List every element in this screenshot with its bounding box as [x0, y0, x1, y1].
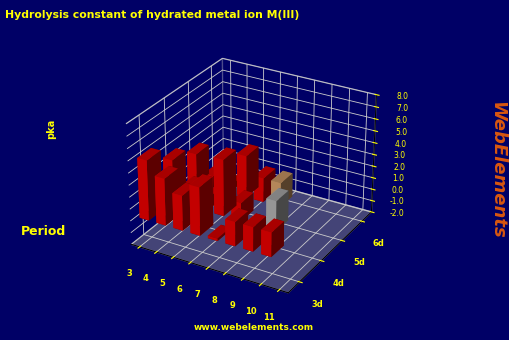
- Text: Period: Period: [20, 225, 66, 238]
- Text: Hydrolysis constant of hydrated metal ion M(III): Hydrolysis constant of hydrated metal io…: [5, 10, 299, 20]
- Text: www.webelements.com: www.webelements.com: [193, 323, 314, 332]
- Text: pka: pka: [46, 119, 56, 139]
- Text: WebElements: WebElements: [487, 101, 505, 239]
